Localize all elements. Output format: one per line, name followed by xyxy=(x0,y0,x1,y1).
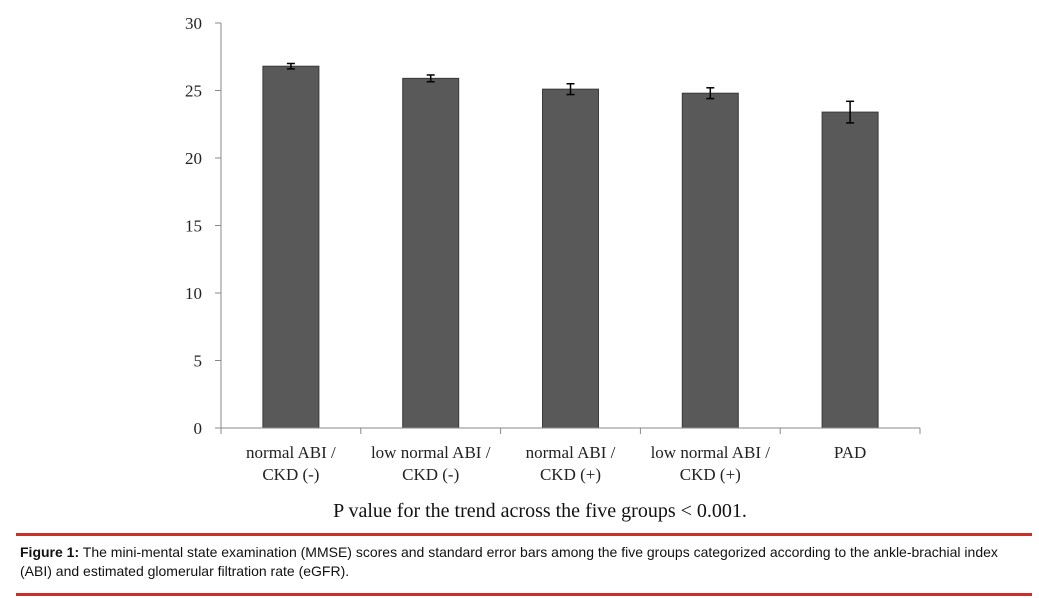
x-category-label: normal ABI / CKD (+) xyxy=(526,443,616,484)
x-category-label-line: CKD (-) xyxy=(262,465,319,484)
figure-caption: Figure 1: The mini-mental state examinat… xyxy=(20,543,1032,581)
bar xyxy=(821,111,879,429)
x-category-label-line: PAD xyxy=(834,443,866,462)
caption-bottom-rule xyxy=(16,593,1032,596)
x-category-label: PAD xyxy=(834,443,866,462)
trend-annotation: P value for the trend across the five gr… xyxy=(333,500,747,522)
y-tick-label: 10 xyxy=(185,284,202,303)
bar xyxy=(681,92,739,429)
bar xyxy=(542,88,599,429)
x-category-label-line: CKD (+) xyxy=(540,465,601,484)
x-category-label-line: CKD (+) xyxy=(680,465,741,484)
error-bars xyxy=(286,62,855,124)
x-category-label: normal ABI / CKD (-) xyxy=(246,443,336,484)
y-tick-label: 15 xyxy=(185,217,202,236)
caption-text: The mini-mental state examination (MMSE)… xyxy=(20,544,998,579)
x-category-label-line: low normal ABI / xyxy=(371,443,491,462)
y-tick-label: 5 xyxy=(194,352,203,371)
x-category-label: low normal ABI / CKD (+) xyxy=(651,443,771,484)
caption-top-rule xyxy=(16,533,1032,536)
bars xyxy=(262,65,879,429)
x-category-label: low normal ABI / CKD (-) xyxy=(371,443,491,484)
x-category-label-line: normal ABI / xyxy=(246,443,336,462)
y-axis: 0 5 10 15 20 25 30 xyxy=(185,14,222,438)
y-tick-label: 30 xyxy=(185,14,202,33)
x-category-label-line: normal ABI / xyxy=(526,443,616,462)
x-axis: normal ABI / CKD (-) low normal ABI / CKD (… xyxy=(220,427,921,484)
y-tick-label: 0 xyxy=(194,419,203,438)
bar xyxy=(262,65,320,429)
y-tick-label: 25 xyxy=(185,82,202,101)
x-category-label-line: CKD (-) xyxy=(402,465,459,484)
y-tick-label: 20 xyxy=(185,149,202,168)
x-category-label-line: low normal ABI / xyxy=(651,443,771,462)
bar xyxy=(402,77,460,429)
caption-label: Figure 1: xyxy=(20,544,80,560)
